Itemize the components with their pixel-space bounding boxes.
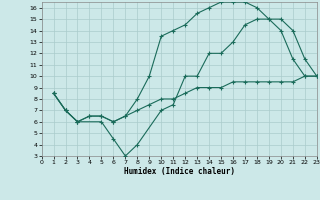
- X-axis label: Humidex (Indice chaleur): Humidex (Indice chaleur): [124, 167, 235, 176]
